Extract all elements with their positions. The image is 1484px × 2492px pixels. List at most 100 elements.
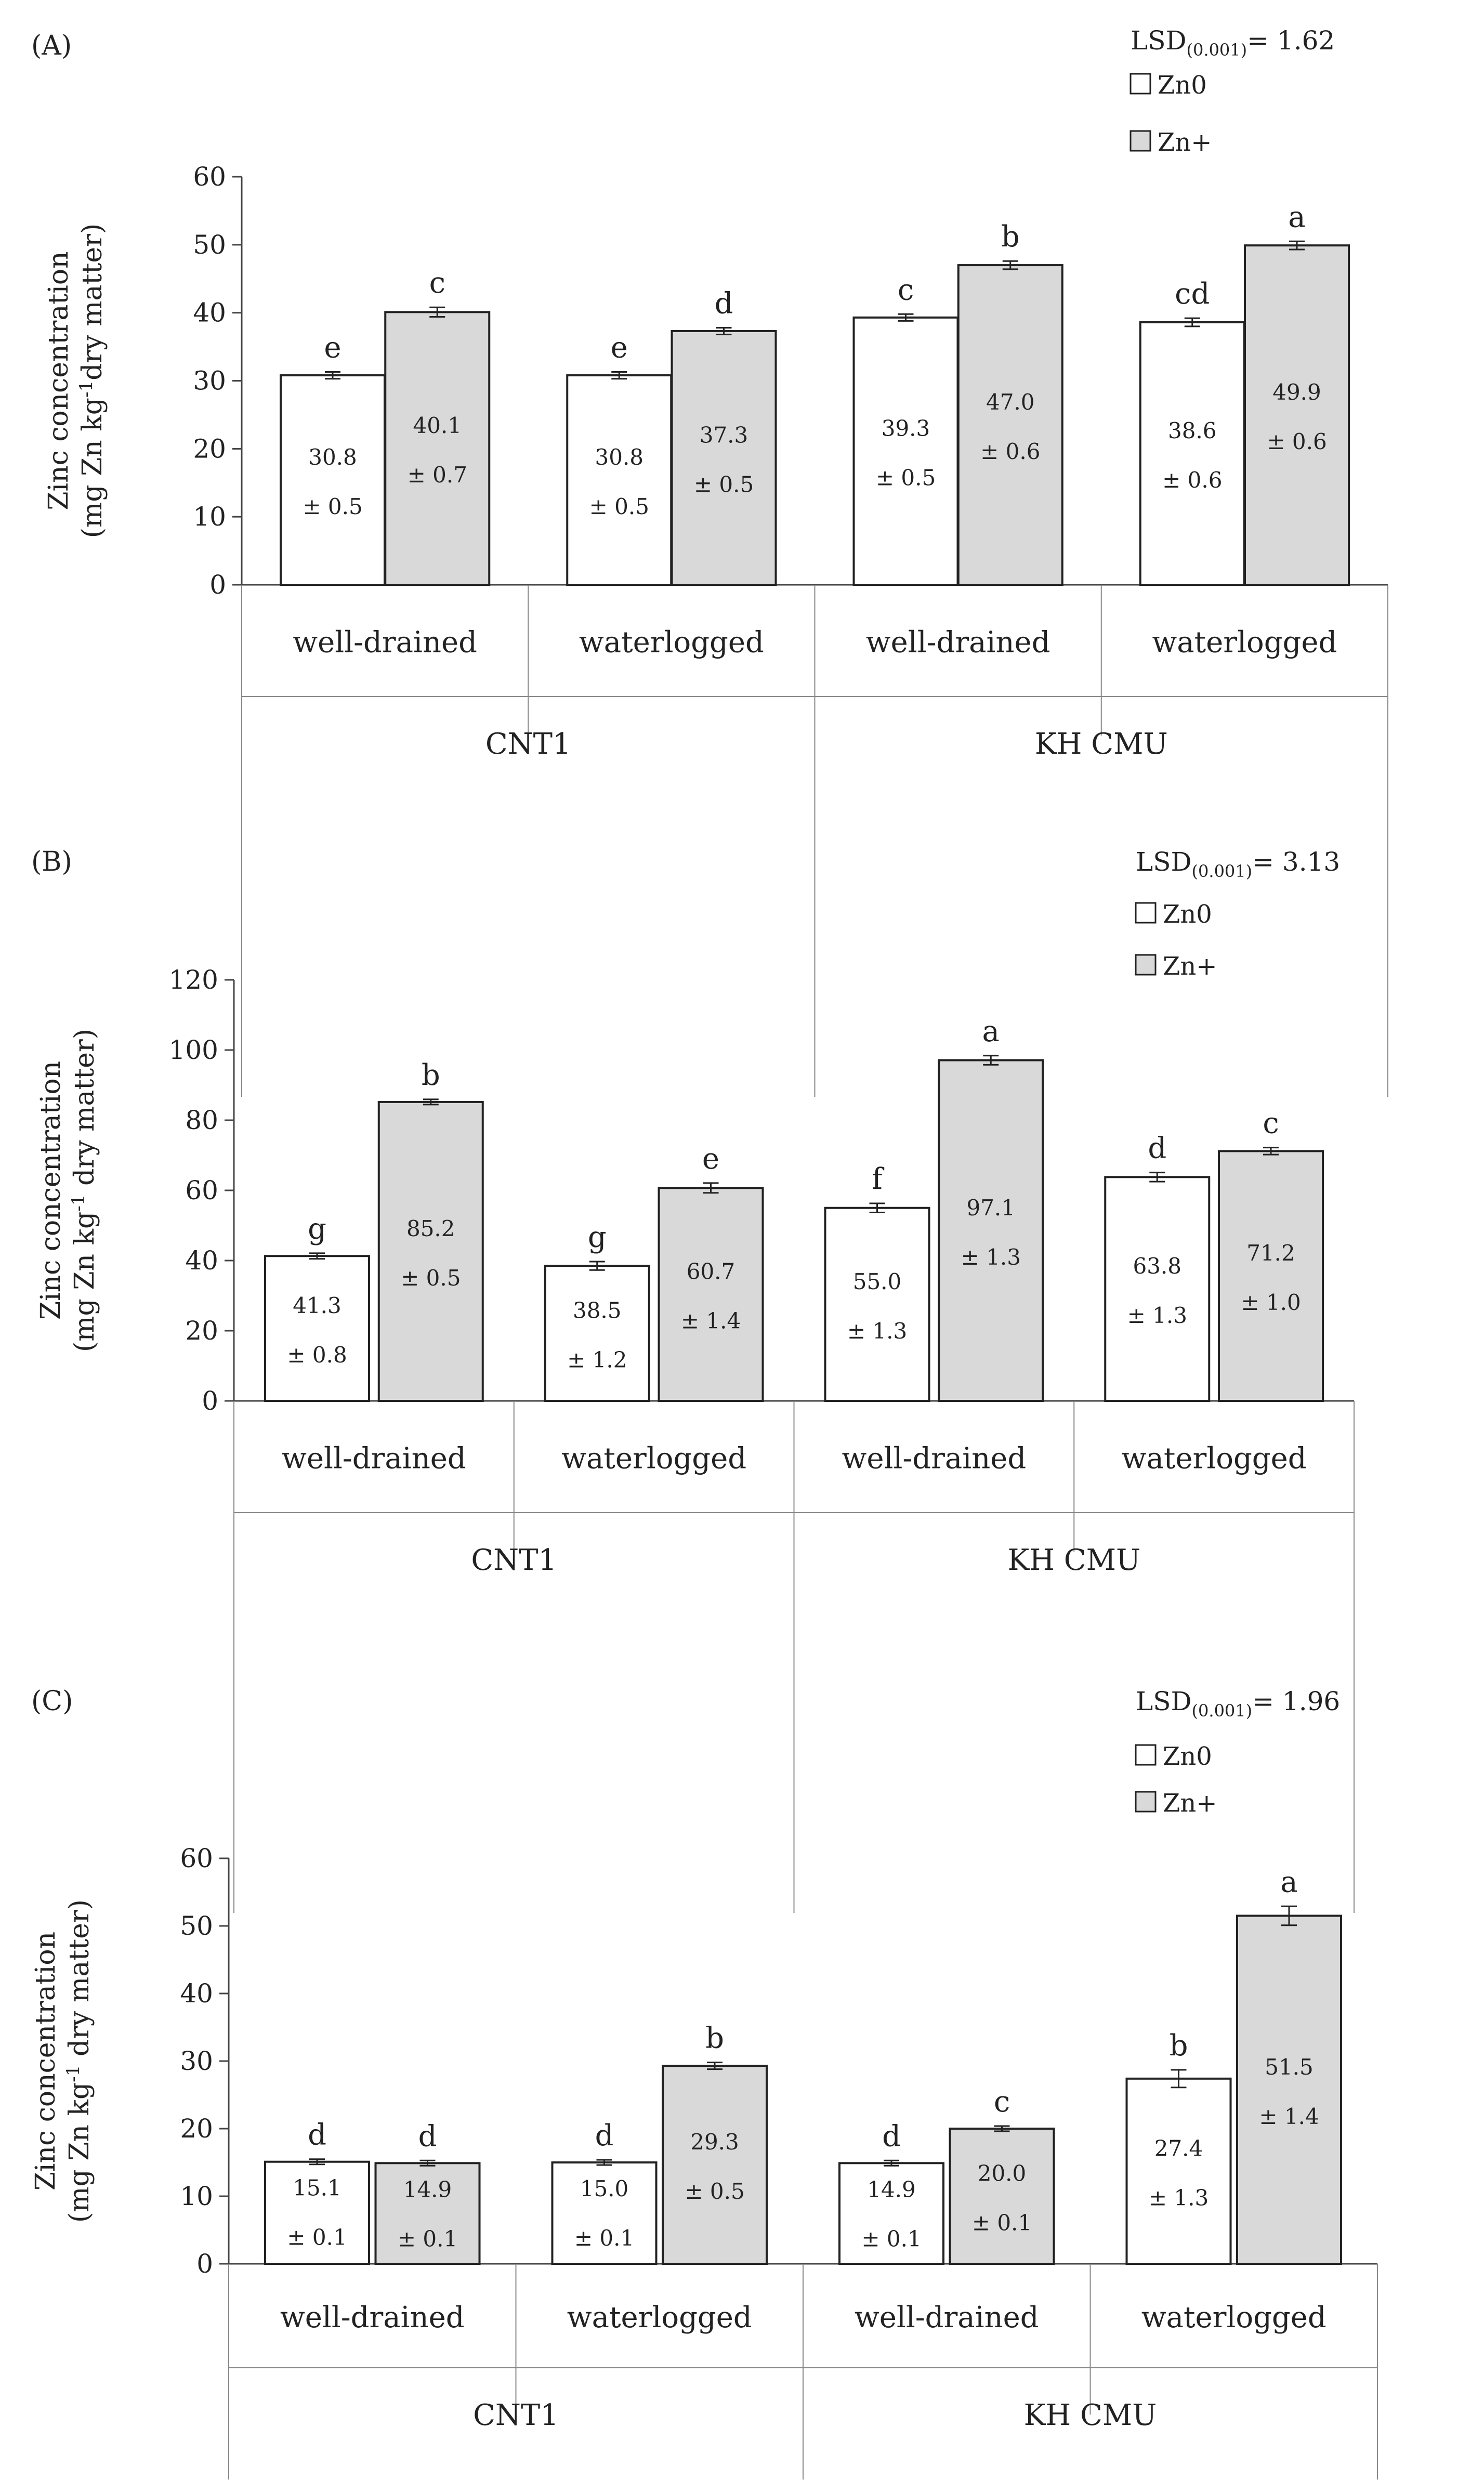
significance-letter: e: [702, 1142, 719, 1176]
data-label-se: ± 0.1: [574, 2225, 634, 2251]
lsd-subscript: (0.001): [1187, 40, 1247, 60]
y-tick-label: 80: [185, 1105, 218, 1135]
legend-swatch-zn0: [1130, 73, 1151, 95]
bar-znplus: [949, 2128, 1055, 2265]
data-label-value: 37.3: [700, 422, 748, 448]
bar-zn0: [566, 374, 673, 586]
significance-letter: d: [1148, 1132, 1166, 1165]
y-tick-label: 100: [169, 1035, 218, 1065]
data-label-se: ± 0.8: [287, 1342, 347, 1368]
bar-znplus: [662, 2065, 768, 2265]
legend-label-znplus: Zn+: [1163, 1789, 1217, 1818]
data-label-value: 38.6: [1168, 418, 1217, 443]
data-label-value: 14.9: [867, 2176, 916, 2202]
lsd-value: = 1.62: [1247, 25, 1335, 56]
legend-label-znplus: Zn+: [1158, 128, 1212, 157]
legend-swatch-zn0: [1135, 902, 1157, 924]
y-tick-label: 40: [185, 1245, 218, 1276]
data-label-se: ± 0.5: [401, 1265, 461, 1291]
bar-znplus: [374, 2162, 481, 2265]
data-label-se: ± 1.4: [1259, 2104, 1319, 2129]
y-axis-title-line1: Zinc concentration: [35, 1061, 67, 1320]
significance-letter: g: [308, 1212, 326, 1246]
significance-letter: a: [1288, 200, 1305, 234]
y-tick-label: 60: [185, 1175, 218, 1205]
y-tick-label: 50: [180, 1911, 213, 1941]
y-axis-title-line2: (mg Zn kg-1 dry matter): [68, 1029, 100, 1352]
y-axis-title-line2: (mg Zn kg-1 dry matter): [63, 1899, 95, 2223]
legend-label-zn0: Zn0: [1163, 900, 1212, 929]
lsd-annotation: LSD(0.001)= 3.13: [1136, 847, 1340, 881]
legend-swatch-znplus: [1135, 1791, 1157, 1813]
bar-zn0: [551, 2161, 658, 2265]
data-label-se: ± 1.2: [567, 1347, 627, 1373]
y-tick-label: 30: [180, 2046, 213, 2076]
y-tick-label: 10: [193, 502, 226, 532]
y-tick-label: 40: [180, 1978, 213, 2009]
data-label-se: ± 0.7: [408, 462, 467, 488]
y-tick-label: 20: [193, 434, 226, 464]
bar-zn0: [280, 374, 386, 586]
bar-zn0: [852, 316, 959, 586]
significance-letter: g: [588, 1221, 607, 1254]
y-tick-label: 60: [193, 162, 226, 192]
data-label-se: ± 0.1: [287, 2225, 347, 2250]
y-tick-label: 30: [193, 366, 226, 396]
significance-letter: a: [982, 1015, 1000, 1048]
y-axis-title: Zinc concentration (mg Zn kg-1 dry matter…: [30, 1899, 95, 2223]
data-label-value: 97.1: [966, 1195, 1015, 1221]
data-label-se: ± 1.4: [681, 1308, 741, 1334]
data-label-value: 71.2: [1246, 1240, 1295, 1266]
data-label-value: 39.3: [882, 415, 930, 441]
chart-panel-1: (A) LSD(0.001)= 1.62Zn0Zn+0102030405060Zi…: [31, 25, 1388, 1097]
x-condition-label: well-drained: [280, 2301, 465, 2334]
y-axis-title-line1: Zinc concentration: [43, 251, 74, 510]
data-label-se: ± 0.1: [972, 2210, 1032, 2236]
y-tick-label: 0: [196, 2249, 213, 2279]
significance-letter: c: [429, 266, 445, 300]
y-axis-title-post: dry matter): [69, 1029, 100, 1195]
bar-zn0: [264, 2160, 370, 2265]
data-label-value: 15.0: [580, 2176, 629, 2201]
lsd-label: LSD: [1131, 25, 1187, 56]
y-axis-title-sup: -1: [68, 1195, 89, 1212]
y-axis-title-pre: (mg Zn kg: [69, 1212, 100, 1352]
y-axis-title-post: dry matter): [64, 1899, 95, 2065]
x-cultivar-label: KH CMU: [1024, 2398, 1157, 2432]
data-label-value: 38.5: [573, 1298, 622, 1323]
data-label-value: 49.9: [1272, 379, 1321, 405]
data-label-value: 60.7: [687, 1259, 736, 1284]
bar-zn0: [264, 1255, 370, 1402]
lsd-annotation: LSD(0.001)= 1.96: [1136, 1686, 1340, 1721]
significance-letter: d: [418, 2119, 437, 2153]
lsd-subscript: (0.001): [1192, 1701, 1253, 1721]
data-label-value: 41.3: [293, 1293, 342, 1318]
y-tick-label: 20: [180, 2114, 213, 2144]
x-cultivar-label: CNT1: [485, 727, 571, 761]
data-label-se: ± 0.5: [694, 471, 754, 497]
data-label-se: ± 1.3: [1149, 2185, 1209, 2210]
lsd-annotation: LSD(0.001)= 1.62: [1131, 25, 1335, 60]
y-tick-label: 120: [169, 965, 218, 995]
data-label-se: ± 0.6: [1267, 429, 1327, 454]
x-condition-label: well-drained: [293, 626, 477, 660]
bar-znplus: [1218, 1150, 1324, 1402]
x-condition-label: waterlogged: [1141, 2301, 1327, 2334]
y-tick-label: 20: [185, 1316, 218, 1346]
significance-letter: f: [872, 1162, 885, 1196]
data-label-value: 55.0: [853, 1269, 902, 1294]
y-axis-title-sup: -1: [76, 381, 97, 398]
significance-letter: d: [882, 2119, 901, 2153]
data-label-value: 30.8: [308, 444, 357, 470]
lsd-label: LSD: [1136, 847, 1192, 877]
x-condition-label: waterlogged: [1122, 1442, 1307, 1476]
x-condition-label: waterlogged: [561, 1442, 746, 1476]
data-label-value: 27.4: [1154, 2135, 1203, 2161]
data-label-se: ± 0.6: [980, 439, 1040, 464]
significance-letter: d: [595, 2119, 614, 2153]
lsd-subscript: (0.001): [1192, 861, 1253, 881]
data-label-se: ± 1.0: [1241, 1290, 1301, 1315]
y-tick-label: 50: [193, 230, 226, 260]
bar-znplus: [938, 1059, 1044, 1402]
data-label-se: ± 1.3: [847, 1318, 907, 1344]
